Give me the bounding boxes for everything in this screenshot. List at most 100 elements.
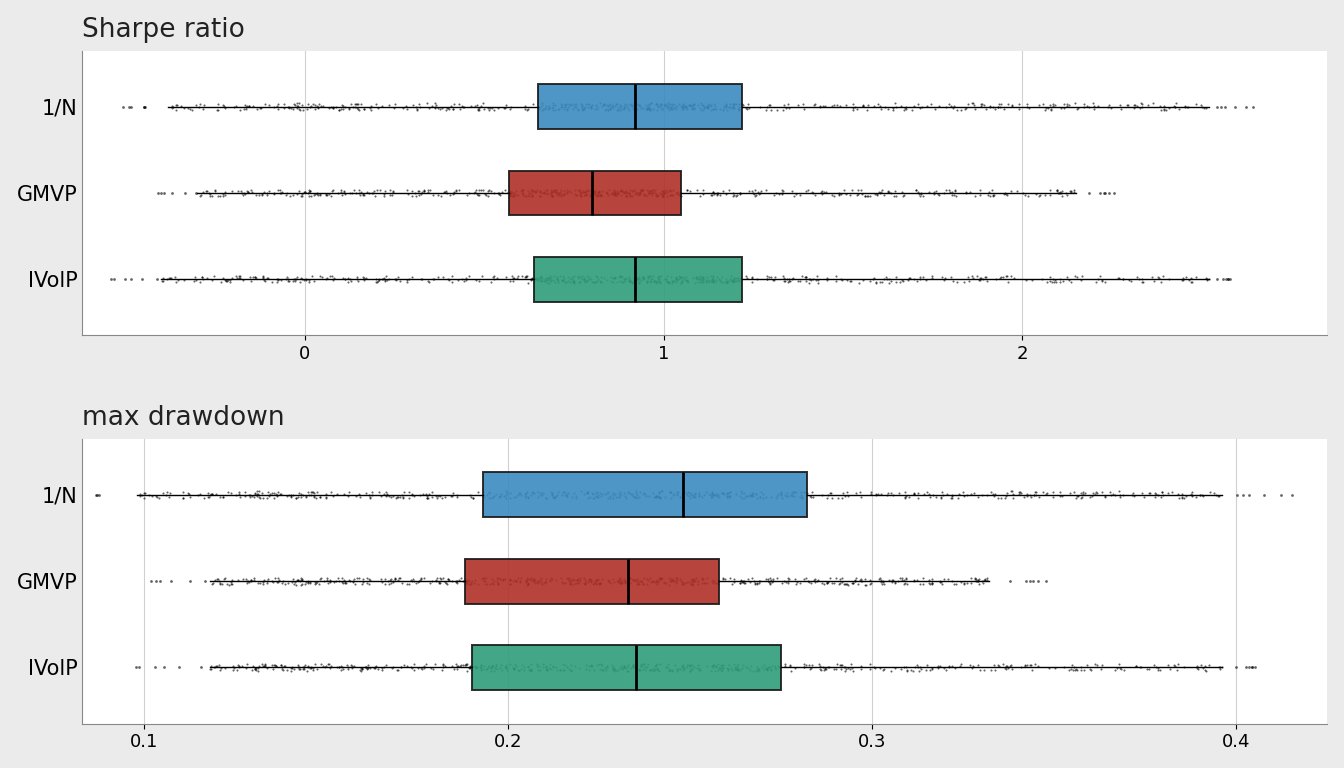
Point: [617, 574, 638, 586]
Point: [566, 492, 587, 504]
Point: [215, 102, 237, 114]
Point: [633, 663, 655, 675]
Point: [521, 184, 543, 197]
Point: [306, 187, 328, 199]
Point: [214, 100, 235, 112]
Point: [844, 574, 866, 587]
Point: [173, 274, 195, 286]
Point: [351, 663, 372, 675]
Point: [341, 575, 363, 588]
Point: [636, 103, 657, 115]
Point: [906, 275, 927, 287]
Point: [599, 577, 621, 589]
Point: [972, 273, 993, 286]
Point: [499, 275, 520, 287]
Point: [1000, 184, 1021, 197]
Point: [663, 184, 684, 196]
Point: [304, 99, 325, 111]
Point: [870, 103, 891, 115]
Point: [657, 664, 679, 677]
Point: [530, 185, 551, 197]
Point: [1016, 489, 1038, 502]
Point: [906, 184, 927, 196]
Point: [1021, 664, 1043, 677]
Point: [609, 185, 630, 197]
Point: [284, 99, 305, 111]
Point: [579, 573, 601, 585]
Point: [614, 275, 636, 287]
Point: [771, 188, 793, 200]
Point: [755, 184, 777, 196]
Point: [642, 270, 664, 283]
Point: [1152, 486, 1173, 498]
Point: [601, 101, 622, 114]
Point: [741, 270, 762, 283]
Point: [216, 275, 238, 287]
Point: [645, 491, 667, 503]
Point: [597, 660, 618, 673]
Point: [534, 187, 555, 199]
Point: [672, 101, 694, 113]
Point: [304, 486, 325, 498]
Point: [526, 658, 547, 670]
Point: [258, 185, 280, 197]
Point: [612, 578, 633, 590]
Point: [637, 658, 659, 670]
Point: [755, 273, 777, 285]
Point: [312, 271, 333, 283]
Point: [613, 102, 634, 114]
Point: [684, 491, 706, 503]
Point: [554, 99, 575, 111]
Point: [961, 661, 982, 674]
Point: [306, 100, 328, 112]
Point: [165, 276, 187, 288]
Point: [375, 578, 396, 590]
Point: [747, 663, 769, 675]
Point: [160, 487, 181, 499]
Point: [735, 661, 757, 674]
Point: [539, 662, 560, 674]
Point: [325, 101, 347, 113]
Point: [376, 574, 398, 587]
Point: [758, 271, 780, 283]
Point: [550, 186, 571, 198]
Point: [707, 488, 728, 501]
Point: [1028, 190, 1050, 202]
Point: [555, 276, 577, 288]
Point: [1180, 276, 1202, 288]
Point: [464, 186, 485, 198]
Point: [562, 491, 583, 503]
Point: [1192, 489, 1214, 502]
Point: [930, 491, 952, 503]
Point: [263, 492, 285, 504]
Point: [396, 660, 418, 672]
Point: [470, 662, 492, 674]
Point: [382, 490, 403, 502]
Point: [380, 190, 402, 202]
Point: [960, 186, 981, 198]
Point: [349, 189, 371, 201]
Point: [591, 184, 613, 197]
Point: [640, 187, 661, 199]
Point: [683, 575, 704, 588]
Point: [1176, 101, 1198, 113]
Point: [726, 663, 747, 675]
Point: [757, 663, 778, 675]
Point: [290, 492, 312, 504]
Point: [614, 186, 636, 198]
Point: [556, 187, 578, 199]
Point: [884, 575, 906, 588]
Point: [1043, 485, 1064, 498]
Point: [387, 664, 409, 676]
Point: [644, 664, 665, 676]
Point: [386, 273, 407, 285]
Point: [402, 99, 423, 111]
Point: [524, 487, 546, 499]
Point: [661, 573, 683, 585]
Point: [271, 186, 293, 198]
Point: [698, 101, 719, 114]
Point: [286, 661, 308, 674]
Point: [749, 491, 770, 503]
Point: [251, 190, 273, 202]
Point: [448, 574, 469, 586]
